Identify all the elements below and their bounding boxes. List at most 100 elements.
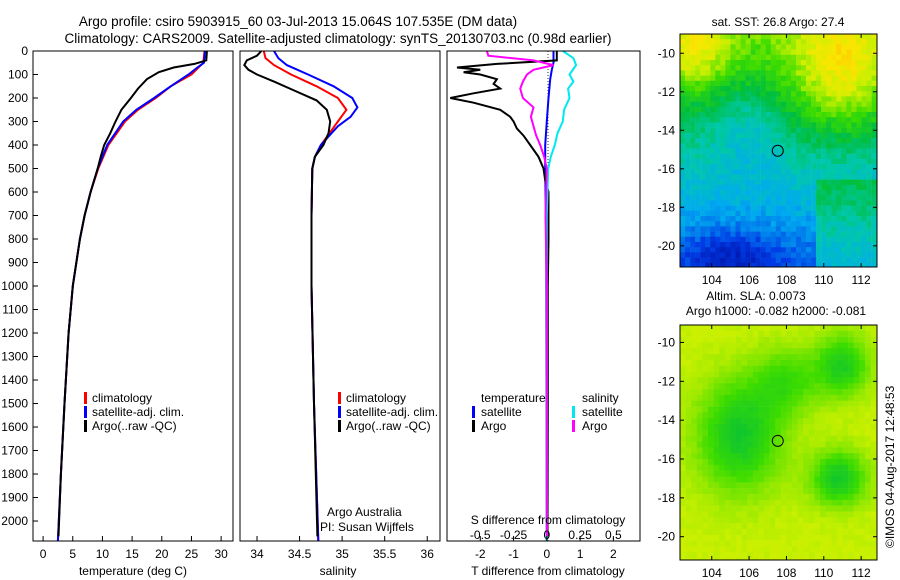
map-cell	[866, 195, 872, 201]
map-cell	[702, 476, 709, 483]
map-cell	[851, 96, 857, 102]
map-cell	[826, 231, 832, 238]
map-cell	[814, 482, 821, 489]
map-cell	[690, 200, 696, 206]
map-cell	[764, 371, 770, 378]
map-cell	[831, 494, 838, 501]
map-cell	[775, 101, 782, 108]
map-cell	[808, 540, 815, 547]
map-cell	[842, 424, 849, 431]
map-cell	[846, 112, 852, 118]
map-cell	[851, 242, 857, 248]
map-cell	[831, 418, 838, 425]
map-cell	[685, 412, 692, 419]
map-cell	[724, 365, 731, 372]
map-cell	[836, 226, 842, 232]
map-cell	[864, 336, 871, 343]
map-cell	[853, 383, 860, 390]
map-cell	[700, 39, 706, 45]
map-cell	[853, 464, 860, 471]
map-cell	[848, 424, 854, 431]
map-cell	[770, 138, 777, 144]
map-cell	[821, 205, 827, 212]
map-cell	[796, 174, 802, 180]
map-cell	[719, 325, 726, 332]
map-cell	[740, 158, 746, 165]
map-cell	[871, 54, 877, 61]
map-cell	[775, 394, 782, 401]
map-cell	[680, 80, 686, 87]
map-cell	[792, 459, 798, 466]
map-cell	[758, 360, 765, 367]
map-cell	[700, 200, 706, 206]
map-cell	[806, 132, 812, 139]
map-cell	[741, 459, 748, 466]
map-cell	[785, 231, 792, 238]
map-cell	[853, 389, 860, 396]
depth-tick-label: 500	[8, 162, 28, 176]
map-cell	[870, 482, 877, 489]
map-cell	[702, 528, 709, 535]
map-cell	[710, 80, 716, 87]
map-cell	[690, 39, 696, 45]
map-cell	[680, 54, 686, 61]
map-cell	[735, 75, 741, 82]
map-cell	[775, 65, 782, 71]
map-cell	[861, 65, 867, 71]
map-cell	[696, 482, 703, 489]
legend-label-climatology: climatology	[346, 391, 406, 405]
map-cell	[740, 122, 746, 128]
map-cell	[780, 406, 787, 413]
map-cell	[808, 517, 815, 524]
map-cell	[713, 412, 720, 419]
map-cell	[685, 377, 692, 384]
map-cell	[836, 377, 843, 384]
map-cell	[825, 558, 832, 561]
map-cell	[864, 365, 871, 372]
map-cell	[752, 394, 759, 401]
map-cell	[730, 226, 736, 232]
map-cell	[831, 174, 837, 180]
map-cell	[861, 54, 867, 61]
map-cell	[836, 348, 843, 355]
map-cell	[796, 252, 802, 258]
map-cell	[713, 394, 720, 401]
map-cell	[700, 179, 706, 186]
map-cell	[801, 80, 807, 87]
map-cell	[866, 216, 872, 222]
map-cell	[715, 221, 721, 227]
map-cell	[690, 242, 696, 248]
map-cell	[864, 453, 871, 460]
map-cell	[685, 34, 691, 40]
map-cell	[842, 494, 849, 501]
map-cell	[755, 179, 761, 186]
map-cell	[690, 236, 696, 243]
map-cell	[747, 336, 754, 343]
map-cell	[710, 86, 716, 92]
map-cell	[811, 117, 817, 123]
map-cell	[786, 534, 793, 541]
map-cell	[861, 34, 867, 40]
map-cell	[760, 158, 766, 165]
map-cell	[724, 354, 731, 361]
map-cell	[691, 389, 698, 396]
map-cell	[846, 60, 852, 66]
map-cell	[814, 494, 821, 501]
map-cell	[853, 517, 860, 524]
map-cell	[770, 174, 777, 180]
map-cell	[866, 60, 872, 66]
map-cell	[695, 70, 701, 76]
map-cell	[790, 247, 797, 253]
map-cell	[836, 528, 843, 535]
map-cell	[713, 360, 720, 367]
map-cell	[825, 488, 832, 495]
map-cell	[730, 400, 737, 407]
map-cell	[870, 494, 877, 501]
map-cell	[851, 34, 857, 40]
map-cell	[821, 138, 827, 144]
map-cell	[797, 406, 804, 413]
map-cell	[708, 394, 714, 401]
map-cell	[715, 262, 721, 268]
map-cell	[705, 34, 711, 40]
map-cell	[780, 143, 787, 149]
